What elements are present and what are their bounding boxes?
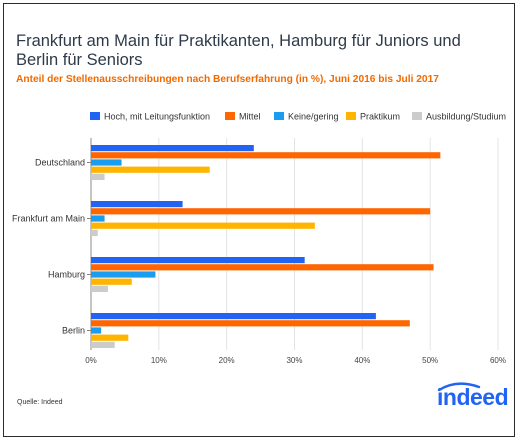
legend-item-ausbildung: Ausbildung/Studium [412,111,506,125]
category-label-berlin: Berlin [62,326,85,336]
legend-label-praktikum: Praktikum [360,111,401,122]
bar-deutschland-ausbildung-studium [91,173,105,180]
legend-label-mittel: Mittel [239,111,261,122]
logo-arc-icon [437,382,481,392]
chart-title: Frankfurt am Main für Praktikanten, Hamb… [16,32,461,69]
x-tick-label: 20% [219,356,235,365]
legend-label-hoch: Hoch, mit Leitungsfunktion [104,111,211,122]
legend-swatch-hoch [90,111,100,120]
x-tick-label: 10% [151,356,167,365]
bar-hamburg-praktikum [91,278,132,285]
bar-frankfurt-am-main-mittel [91,208,431,215]
bar-deutschland-mittel [91,152,441,159]
category-label-frankfurt-am-main: Frankfurt am Main [12,214,85,224]
legend-label-keine: Keine/gering [288,111,339,122]
bar-berlin-hoch-mit-leitungsfunktion [91,313,376,320]
bar-berlin-keine-gering [91,327,102,334]
legend-item-praktikum: Praktikum [346,111,400,125]
chart-subtitle: Anteil der Stellenausschreibungen nach B… [16,74,439,85]
bar-deutschland-hoch-mit-leitungsfunktion [91,145,254,152]
x-tick-label: 60% [490,356,506,365]
bar-frankfurt-am-main-ausbildung-studium [91,229,98,236]
bar-frankfurt-am-main-hoch-mit-leitungsfunktion [91,201,183,208]
bar-hamburg-hoch-mit-leitungsfunktion [91,257,305,264]
category-label-hamburg: Hamburg [48,270,85,280]
x-tick-label: 40% [354,356,370,365]
legend-label-ausbildung: Ausbildung/Studium [426,111,507,122]
bar-hamburg-ausbildung-studium [91,285,108,292]
bar-layer [91,145,441,348]
legend-swatch-praktikum [346,111,356,120]
label-layer: 0% 10% 20% 30% 40% 50% 60% Deutschland Frankfurt… [12,158,506,366]
source-note: Quelle: Indeed [17,399,63,406]
bar-frankfurt-am-main-praktikum [91,222,315,229]
logo-text: indeed [437,384,509,410]
legend-item-hoch: Hoch, mit Leitungsfunktion [90,111,210,125]
bar-berlin-ausbildung-studium [91,341,115,348]
bar-hamburg-mittel [91,264,434,271]
chart-legend: Hoch, mit Leitungsfunktion Mittel Keine/… [90,111,510,125]
x-tick-label: 50% [422,356,438,365]
category-label-deutschland: Deutschland [35,158,85,168]
bar-berlin-praktikum [91,334,129,341]
bar-berlin-mittel [91,320,410,327]
bar-hamburg-keine-gering [91,271,156,278]
legend-item-keine: Keine/gering [274,111,339,125]
bar-deutschland-praktikum [91,166,210,173]
bar-deutschland-keine-gering [91,159,122,166]
indeed-logo: indeed [429,381,509,411]
legend-item-mittel: Mittel [225,111,261,125]
x-tick-label: 30% [286,356,302,365]
legend-swatch-keine [274,111,284,120]
x-tick-label: 0% [85,356,97,365]
bar-frankfurt-am-main-keine-gering [91,215,105,222]
legend-swatch-mittel [225,111,235,120]
legend-swatch-ausbildung [412,111,422,120]
